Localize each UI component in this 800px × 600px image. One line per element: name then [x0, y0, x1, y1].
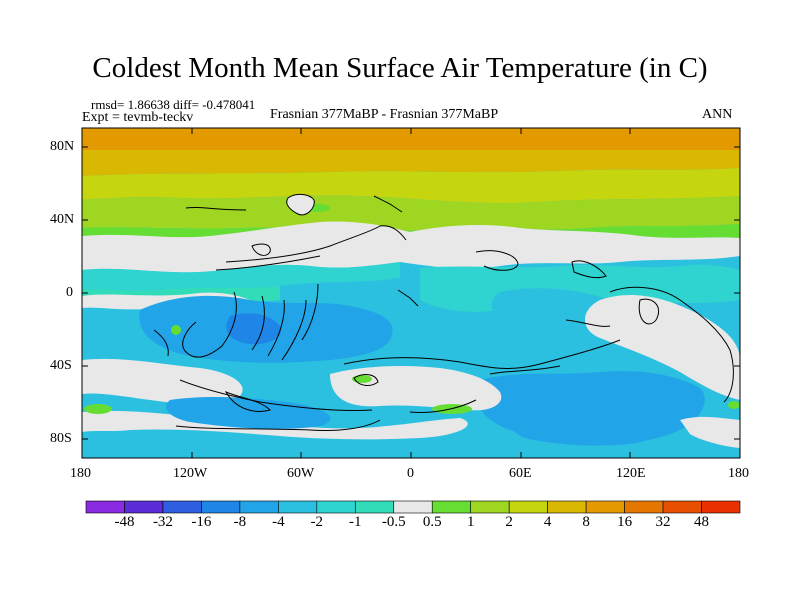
colorbar-label: 16: [617, 514, 633, 530]
colorbar-label: 1: [466, 514, 475, 530]
field-teal-band-north: [82, 262, 400, 291]
lat-label: 0: [66, 285, 73, 300]
colorbar-swatch: [162, 500, 202, 514]
coastline: [373, 195, 403, 213]
lat-label: 40S: [50, 358, 72, 373]
field-yellow-green-band: [82, 168, 740, 204]
coastline: [301, 283, 319, 341]
colorbar-label: 32: [655, 514, 671, 530]
colorbar-label: -4: [272, 514, 285, 530]
field-white-island: [286, 194, 315, 215]
colorbar-label: -16: [191, 514, 212, 530]
colorbar-swatch: [508, 500, 548, 514]
field-white-east-land: [585, 295, 740, 400]
coastline: [286, 193, 315, 216]
colorbar-swatch: [239, 500, 279, 514]
field-green-patch-4: [352, 375, 372, 383]
lon-label: 0: [407, 466, 414, 481]
lon-label: 120E: [616, 466, 646, 481]
colorbar-swatch: [354, 500, 395, 514]
field-blue-south-pocket: [166, 397, 331, 429]
colorbar-swatch: [201, 500, 241, 514]
comparison-label: Frasnian 377MaBP - Frasnian 377MaBP: [270, 107, 499, 122]
coastline: [251, 243, 271, 256]
coastline: [175, 419, 381, 431]
lon-label: 120W: [173, 466, 208, 481]
lon-label: 60E: [509, 466, 532, 481]
lat-label: 40N: [50, 212, 75, 227]
colorbar-label: 0.5: [422, 514, 442, 530]
field-green-patch-3: [171, 325, 181, 335]
colorbar-label: -1: [349, 514, 362, 530]
colorbar-swatch: [470, 500, 510, 514]
colorbar-swatch: [662, 500, 702, 514]
coastline: [267, 299, 285, 357]
coastline: [153, 329, 169, 357]
coastline: [565, 319, 611, 327]
coastline: [215, 255, 321, 271]
field-orange-band: [82, 128, 740, 150]
coastline: [353, 374, 379, 386]
plot-title: Coldest Month Mean Surface Air Temperatu…: [92, 52, 708, 84]
colorbar-swatch: [547, 500, 587, 514]
colorbar-label: 4: [543, 514, 552, 530]
colorbar-swatch: [624, 500, 664, 514]
colorbar-label: -48: [114, 514, 135, 530]
lon-ticks: [81, 128, 741, 458]
colorbar: [85, 500, 741, 514]
lat-ticks: [82, 146, 740, 440]
colorbar-swatch: [701, 500, 741, 514]
map-field: [82, 128, 740, 458]
colorbar-label: -8: [233, 514, 247, 530]
field-white-south-west: [82, 358, 243, 405]
field-green-patch-5: [728, 401, 740, 409]
coastline: [397, 289, 419, 307]
experiment-label: Expt = tevmb-teckv: [82, 110, 194, 125]
coastline: [475, 250, 519, 271]
colorbar-label: -32: [152, 514, 173, 530]
field-white-north: [82, 221, 740, 273]
field-lime-band: [82, 195, 740, 232]
coastline: [185, 206, 247, 211]
colorbar-label: -0.5: [381, 514, 406, 530]
colorbar-swatch: [585, 500, 625, 514]
coastline: [609, 286, 734, 403]
field-blue-pacific-core: [226, 313, 282, 345]
coastline: [251, 295, 265, 351]
colorbar-swatch: [431, 500, 472, 514]
coastline: [343, 339, 621, 369]
lat-label: 80N: [50, 139, 75, 154]
coastline: [638, 298, 660, 325]
coastline: [281, 299, 307, 361]
field-blue-south-pocket-2: [512, 416, 661, 446]
colorbar-label: 48: [694, 514, 710, 530]
colorbar-label: 2: [505, 514, 513, 530]
lon-label: 180: [70, 466, 91, 481]
colorbar-swatch: [85, 500, 125, 514]
coastlines: [153, 193, 734, 431]
colorbar-swatch: [316, 500, 356, 514]
field-gold-band: [82, 150, 740, 176]
coastline: [182, 291, 237, 358]
coastline: [179, 379, 373, 412]
season-label: ANN: [702, 107, 733, 122]
coastline: [225, 225, 407, 263]
coastline: [409, 399, 477, 413]
field-white-south-east: [680, 416, 740, 448]
lat-label: 80S: [50, 431, 72, 446]
lon-label: 180: [728, 466, 749, 481]
coastline: [224, 390, 271, 412]
field-white-south-mid: [330, 366, 502, 411]
lon-label: 60W: [287, 466, 315, 481]
colorbar-swatch: [278, 500, 318, 514]
colorbar-swatch: [393, 500, 433, 514]
colorbar-label: -2: [310, 514, 324, 530]
rmsd-label: rmsd= 1.86638 diff= -0.478041: [91, 97, 256, 112]
field-green-patch-1: [84, 404, 112, 414]
colorbar-label: 8: [582, 514, 590, 530]
coastline: [571, 260, 607, 279]
coastline: [489, 365, 561, 375]
colorbar-swatch: [124, 500, 164, 514]
